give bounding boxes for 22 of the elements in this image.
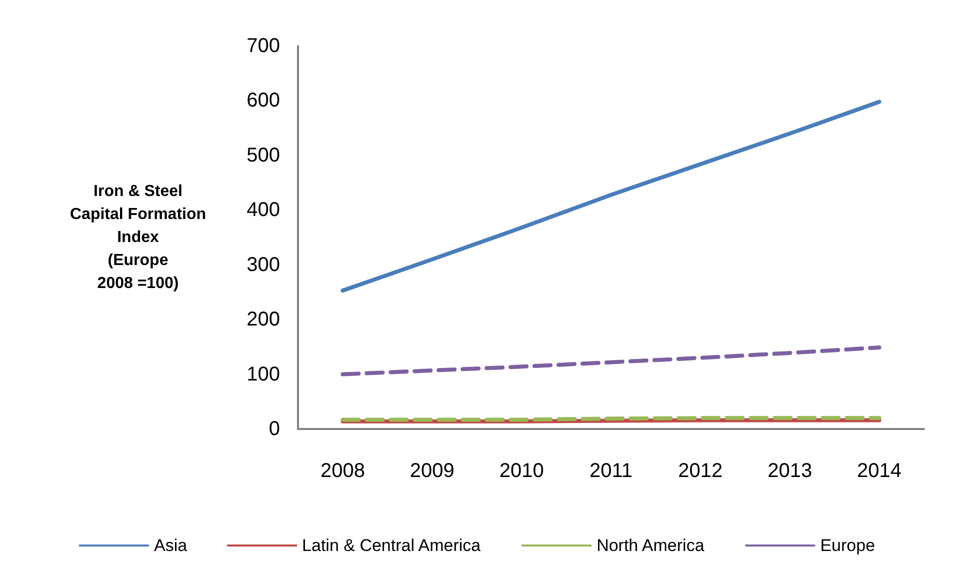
x-tick-label: 2014 [857, 460, 902, 482]
y-tick-label: 500 [246, 144, 280, 166]
x-tick-label: 2009 [410, 460, 454, 482]
y-axis-title: Iron & Steel Capital Formation Index (Europe 2008 =100) [70, 183, 206, 292]
line-series [340, 345, 882, 376]
legend-label: Latin & Central America [302, 536, 482, 555]
y-tick-label: 300 [246, 254, 280, 276]
y-tick-label: 100 [246, 363, 280, 386]
y-tick-label: 600 [246, 90, 280, 112]
y-tick-label: 700 [246, 35, 280, 57]
legend-label: North America [596, 536, 705, 555]
x-tick-label: 2013 [768, 460, 812, 482]
y-tick-label: 0 [268, 418, 280, 440]
legend-label: Asia [154, 536, 188, 555]
y-tick-label: 200 [246, 308, 280, 331]
x-tick-label: 2008 [320, 460, 365, 482]
line-series [340, 100, 882, 293]
x-tick-label: 2011 [589, 460, 633, 482]
x-tick-label: 2010 [499, 460, 544, 482]
legend-label: Europe [820, 536, 876, 555]
x-tick-label: 2012 [678, 460, 723, 482]
y-tick-label: 400 [246, 199, 280, 222]
